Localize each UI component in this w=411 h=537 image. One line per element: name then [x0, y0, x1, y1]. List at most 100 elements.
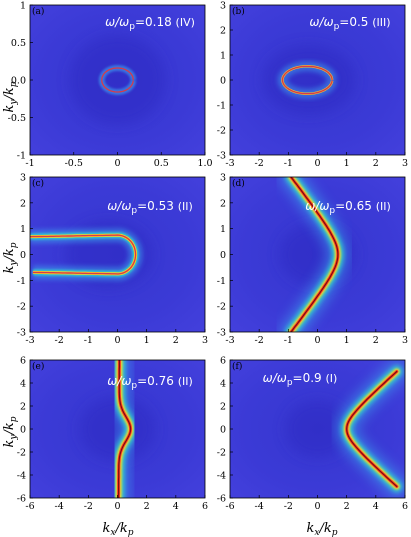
background-feature [262, 45, 356, 115]
y-axis-label-text: ky/kp [2, 81, 19, 112]
y-tick-label: -4 [217, 471, 226, 482]
panel-label: (e) [32, 361, 44, 372]
x-tick-label: 4 [373, 501, 379, 512]
y-tick-label: 2 [20, 402, 26, 413]
y-tick-label: -2 [17, 302, 26, 313]
y-tick-label: 1 [220, 51, 226, 62]
y-axis-label-row1: ky/kp [2, 81, 19, 112]
y-tick-label: -2 [17, 448, 26, 459]
svg-text:ky/kp: ky/kp [2, 242, 19, 273]
y-axis-label-row2: ky/kp [2, 242, 19, 273]
x-tick-label: 1.0 [197, 158, 212, 169]
y-tick-label: 0.5 [11, 38, 26, 49]
omega-annotation: ω/ωp=0.18 (IV) [105, 15, 195, 32]
background-feature [69, 35, 166, 125]
y-tick-label: 0.0 [11, 76, 26, 87]
y-tick-label: -6 [217, 494, 226, 505]
x-tick-label: 3 [402, 335, 408, 346]
x-tick-label: 1 [344, 158, 350, 169]
y-tick-label: 0 [220, 250, 226, 261]
background-feature [79, 396, 156, 462]
band-center [117, 360, 132, 498]
y-tick-label: -6 [17, 494, 26, 505]
panel-label: (f) [232, 361, 242, 372]
panel-label: (b) [232, 6, 245, 17]
y-tick-label: 6 [20, 356, 26, 367]
panel-f: (f) ω/ωp=0.9 (I) -6 -4 -2 0 2 4 6 6 4 2 0 -2 -4 -6 [217, 356, 408, 513]
x-tick-label: -3 [225, 335, 234, 346]
y-tick-label: 6 [220, 356, 226, 367]
y-tick-label: -3 [17, 328, 26, 339]
svg-text:ky/kp: ky/kp [2, 416, 19, 447]
x-tick-label: 0 [314, 158, 320, 169]
x-tick-label: -1 [284, 158, 293, 169]
x-tick-label: 6 [402, 501, 408, 512]
x-tick-label: 1 [144, 335, 150, 346]
y-tick-label: -3 [217, 328, 226, 339]
x-tick-label: -1 [25, 158, 34, 169]
x-tick-label: 0.5 [154, 158, 169, 169]
x-tick-label: -2 [255, 158, 264, 169]
y-tick-label: 2 [220, 26, 226, 37]
y-tick-label: -1 [217, 276, 226, 287]
y-tick-label: 0 [220, 425, 226, 436]
y-tick-label: -1 [17, 276, 26, 287]
contour-line [101, 67, 134, 93]
panel-b: (b) ω/ωp=0.5 (III) -3 -2 -1 0 1 2 3 3 2 1 0 -1 -2 -3 [217, 1, 408, 170]
y-tick-label: 1 [20, 1, 26, 12]
y-tick-label: -4 [17, 471, 26, 482]
omega-annotation: ω/ωp=0.65 (II) [305, 199, 391, 216]
x-tick-label: 0 [114, 158, 120, 169]
panel-label: (c) [32, 178, 44, 189]
y-tick-label: -2 [217, 126, 226, 137]
x-tick-label: 0 [314, 335, 320, 346]
x-axis-label-right: kx/kp [307, 521, 338, 537]
y-tick-label: -2 [217, 448, 226, 459]
panel-a: (a) ω/ωp=0.18 (IV) -1 -0.5 0 0.5 1.0 1 0.5 0.0 -0.… [8, 1, 213, 170]
panel-c: (c) ω/ωp=0.53 (II) -3 -2 -1 0 1 2 3 3 2 1 0 -1 -2 -3 [17, 173, 208, 347]
x-axis-label-left: kx/kp [103, 521, 134, 537]
x-tick-label: 4 [173, 501, 179, 512]
y-tick-label: 1 [220, 224, 226, 235]
background-feature [285, 400, 350, 458]
x-tick-label: -2 [84, 501, 93, 512]
y-tick-label: 2 [220, 198, 226, 209]
y-tick-label: 3 [220, 173, 226, 184]
omega-annotation: ω/ωp=0.9 (I) [263, 371, 338, 388]
x-tick-label: -1 [284, 335, 293, 346]
y-tick-label: 3 [20, 173, 26, 184]
contour-line [30, 234, 137, 275]
x-tick-label: -1 [84, 335, 93, 346]
x-tick-label: -3 [25, 335, 34, 346]
omega-annotation: ω/ωp=0.76 (II) [107, 374, 193, 391]
x-tick-label: -2 [255, 335, 264, 346]
x-tick-label: 0 [114, 501, 120, 512]
x-tick-label: -4 [255, 501, 264, 512]
y-tick-label: -1 [217, 101, 226, 112]
x-tick-label: 6 [202, 501, 208, 512]
x-tick-label: -2 [284, 501, 293, 512]
x-tick-label: -0.5 [65, 158, 83, 169]
x-tick-label: -4 [55, 501, 64, 512]
y-tick-label: 2 [220, 402, 226, 413]
y-tick-label: 1 [20, 224, 26, 235]
x-tick-label: 2 [373, 158, 379, 169]
band-center [346, 370, 398, 488]
omega-annotation: ω/ωp=0.53 (II) [107, 199, 193, 216]
panel-d: (d) ω/ωp=0.65 (II) -3 -2 -1 0 1 2 3 3 2 1 0 -1 -2 -3 [217, 173, 408, 347]
x-tick-label: -6 [25, 501, 34, 512]
x-tick-label: 0 [114, 335, 120, 346]
band-center [290, 177, 339, 332]
x-tick-label: -6 [225, 501, 234, 512]
x-tick-label: 3 [202, 335, 208, 346]
x-tick-label: -3 [225, 158, 234, 169]
x-tick-label: 2 [144, 501, 150, 512]
y-tick-label: 0 [20, 425, 26, 436]
panel-label: (a) [32, 6, 44, 17]
y-tick-label: 4 [20, 379, 26, 390]
y-tick-label: -2 [217, 302, 226, 313]
y-tick-label: 4 [220, 379, 226, 390]
x-tick-label: -2 [55, 335, 64, 346]
x-tick-label: 0 [314, 501, 320, 512]
x-tick-label: 2 [173, 335, 179, 346]
